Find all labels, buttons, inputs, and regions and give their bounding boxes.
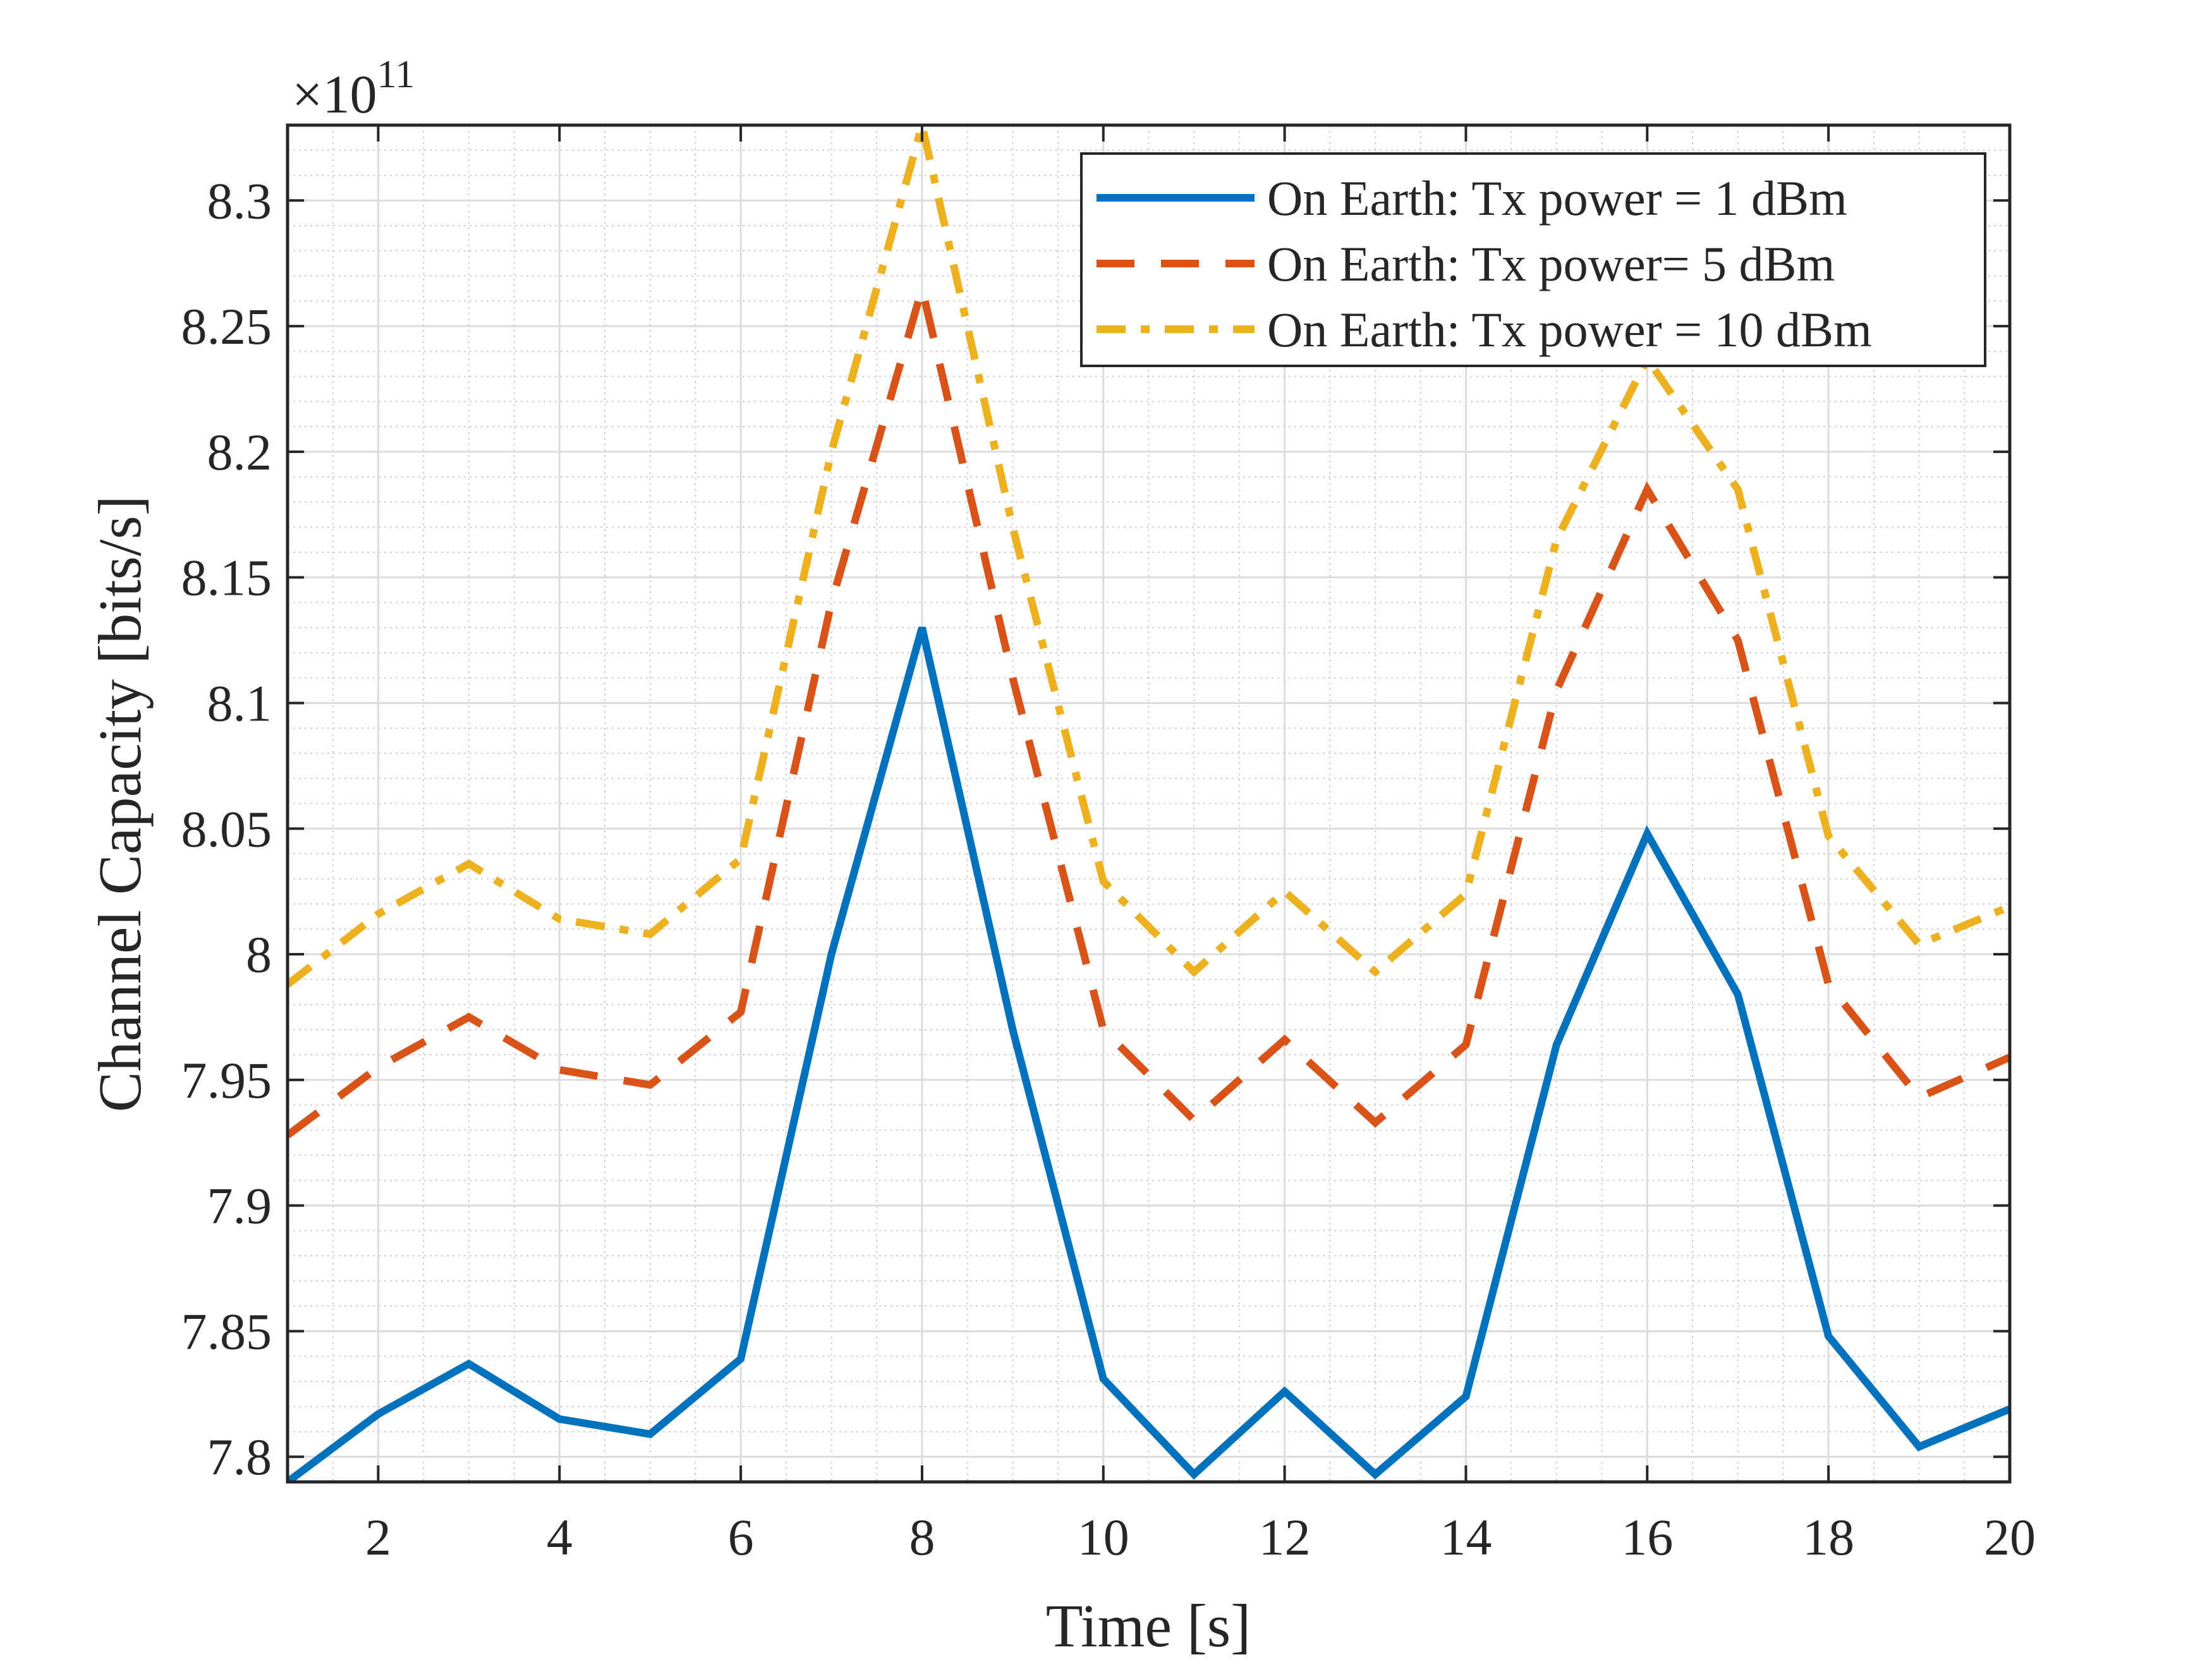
y-axis-label: Channel Capacity [bits/s]	[86, 495, 154, 1112]
x-tick-label: 12	[1259, 1508, 1311, 1566]
series-line-3	[288, 125, 2010, 988]
major-grid	[288, 125, 2011, 1482]
y-tick-label: 8.25	[181, 298, 272, 355]
series-line-2	[288, 273, 2010, 1139]
legend: On Earth: Tx power = 1 dBm On Earth: Tx …	[1080, 152, 1986, 367]
y-tick-label: 8.15	[181, 549, 272, 607]
legend-entry-3: On Earth: Tx power = 10 dBm	[1097, 302, 1872, 357]
y-tick-label: 7.9	[207, 1177, 272, 1235]
legend-label-2: On Earth: Tx power= 5 dBm	[1267, 236, 1835, 291]
x-tick-label: 16	[1621, 1508, 1673, 1566]
legend-label-1: On Earth: Tx power = 1 dBm	[1267, 171, 1847, 226]
axis-ticks	[288, 125, 2011, 1482]
x-tick-label: 2	[365, 1508, 391, 1566]
y-tick-label: 8.2	[207, 423, 272, 481]
y-tick-label: 7.95	[181, 1052, 272, 1109]
x-tick-label: 8	[909, 1508, 935, 1566]
plot-frame	[286, 123, 2012, 1484]
legend-entry-2: On Earth: Tx power= 5 dBm	[1097, 236, 1835, 291]
y-tick-label: 7.85	[181, 1302, 272, 1360]
legend-label-3: On Earth: Tx power = 10 dBm	[1267, 302, 1872, 357]
y-tick-label: 7.8	[207, 1428, 272, 1486]
x-tick-label: 20	[1984, 1508, 2036, 1566]
x-tick-label: 18	[1802, 1508, 1854, 1566]
y-tick-labels: 7.8 7.85 7.9 7.95 8 8.05 8.1 8.15 8.2 8.25 8.3	[181, 172, 272, 1486]
x-tick-labels: 2 4 6 8 10 12 14 16 18 20	[365, 1508, 2036, 1566]
y-tick-label: 8.3	[207, 172, 272, 229]
x-tick-label: 4	[547, 1508, 573, 1566]
y-tick-label: 8.05	[181, 800, 272, 858]
x-tick-label: 10	[1078, 1508, 1129, 1566]
y-tick-label: 8.1	[207, 674, 272, 732]
legend-entry-1: On Earth: Tx power = 1 dBm	[1097, 171, 1847, 226]
x-axis-label: Time [s]	[1046, 1592, 1251, 1659]
series-line-1	[288, 626, 2010, 1482]
y-tick-label: 8	[246, 926, 272, 983]
x-tick-label: 14	[1440, 1508, 1492, 1566]
y-exponent-label: ×1011	[292, 53, 415, 124]
y-exponent-power: 11	[377, 53, 415, 96]
series-layer	[288, 125, 2010, 1482]
x-tick-label: 6	[728, 1508, 754, 1566]
